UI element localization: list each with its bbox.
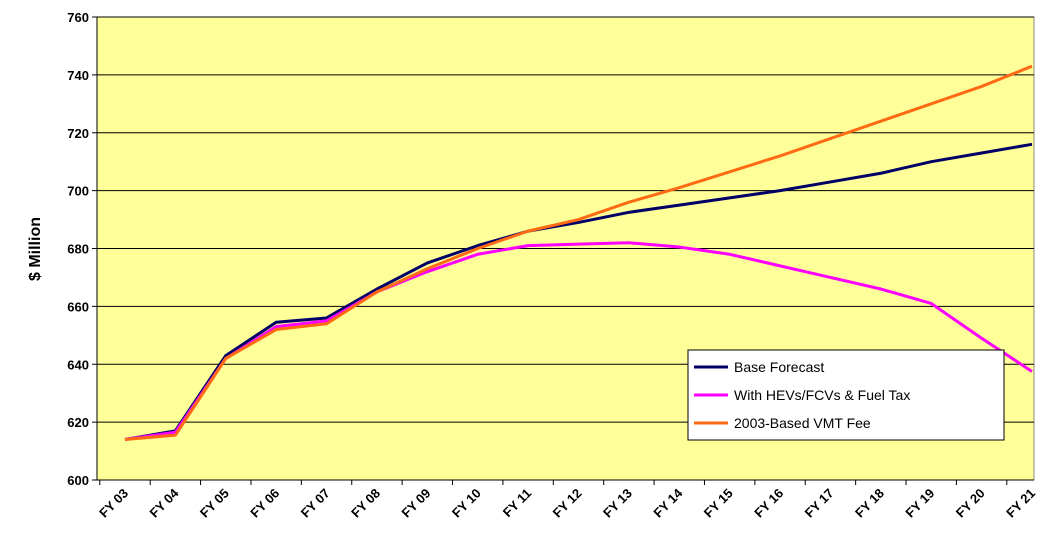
series-line <box>124 142 1033 441</box>
x-tick-label: FY 12 <box>550 486 585 521</box>
x-tick-label: FY 15 <box>701 486 736 521</box>
series-line <box>124 64 1033 441</box>
x-tick-label: FY 09 <box>398 486 433 521</box>
x-tick-label: FY 19 <box>902 486 937 521</box>
y-tick-label: 680 <box>67 242 89 257</box>
legend-label: 2003-Based VMT Fee <box>734 415 871 431</box>
y-tick-label: 760 <box>67 10 89 25</box>
legend-box <box>687 349 1005 441</box>
x-tick-label: FY 04 <box>147 485 183 521</box>
series-line <box>124 241 1033 441</box>
x-tick-label: FY 17 <box>802 486 837 521</box>
x-tick-label: FY 11 <box>500 486 534 520</box>
x-tick-label: FY 21 <box>1003 486 1038 521</box>
x-tick-label: FY 13 <box>600 486 635 521</box>
x-tick-label: FY 10 <box>449 486 484 521</box>
y-tick-label: 720 <box>67 126 89 141</box>
legend: Base Forecast With HEVs/FCVs & Fuel Tax 20… <box>687 349 1005 441</box>
y-tick-label: 700 <box>67 184 89 199</box>
y-tick-label: 620 <box>67 415 89 430</box>
x-tick-label: FY 03 <box>96 486 131 521</box>
y-axis-label: $ Million <box>27 217 44 281</box>
x-tick-label: FY 06 <box>247 486 282 521</box>
x-tick-label: FY 16 <box>751 486 786 521</box>
y-tick-label: 660 <box>67 299 89 314</box>
y-tick-label: 640 <box>67 357 89 372</box>
legend-label: With HEVs/FCVs & Fuel Tax <box>734 387 910 403</box>
x-tick-label: FY 05 <box>197 486 232 521</box>
x-tick-label: FY 08 <box>348 486 383 521</box>
x-tick-label: FY 07 <box>298 486 333 521</box>
legend-label: Base Forecast <box>734 359 824 375</box>
x-tick-label: FY 18 <box>852 486 887 521</box>
x-tick-label: FY 14 <box>650 485 686 521</box>
y-tick-label: 600 <box>67 473 89 488</box>
y-tick-label: 740 <box>67 68 89 83</box>
x-tick-label: FY 20 <box>953 486 988 521</box>
